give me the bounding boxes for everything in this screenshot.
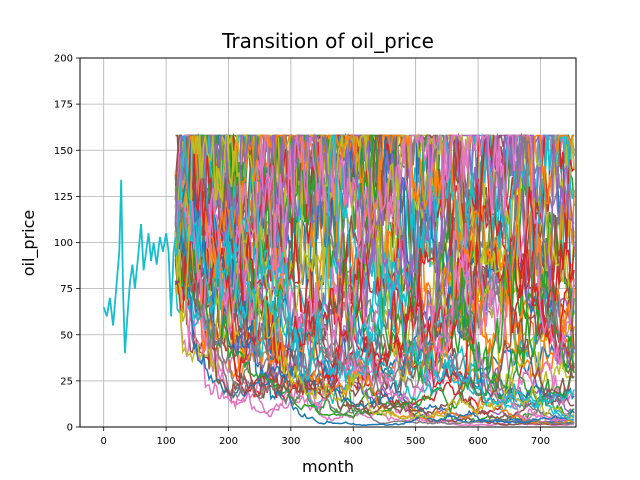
x-tick-label: 700: [531, 436, 550, 447]
simulation-line: [174, 235, 575, 416]
simulation-line: [174, 134, 575, 420]
simulation-line: [174, 134, 575, 425]
history-line: [102, 179, 177, 354]
simulation-line: [174, 132, 575, 366]
x-axis-label: month: [302, 457, 354, 476]
simulation-line: [174, 134, 575, 396]
x-tick-label: 300: [281, 436, 300, 447]
x-tick-label: 200: [219, 436, 238, 447]
y-tick-label: 175: [54, 100, 73, 111]
y-axis-label: oil_price: [19, 210, 39, 277]
y-tick-label: 125: [54, 192, 73, 203]
simulation-line: [174, 132, 575, 293]
simulation-line: [174, 134, 575, 425]
simulation-line: [174, 133, 575, 406]
x-tick-label: 100: [157, 436, 176, 447]
simulation-line: [174, 158, 575, 418]
axis-ticks: 0 100 200 300 400 500 600 700 0 25 50 75 100 125 150 17…: [54, 54, 550, 448]
simulation-line: [174, 134, 575, 426]
chart-title: Transition of oil_price: [221, 29, 434, 53]
y-tick-label: 100: [54, 238, 73, 249]
simulation-line: [174, 210, 575, 425]
simulation-line: [174, 134, 575, 421]
x-tick-label: 0: [101, 436, 107, 447]
simulation-line: [174, 134, 575, 297]
x-tick-label: 500: [406, 436, 425, 447]
x-tick-label: 600: [469, 436, 488, 447]
y-tick-label: 50: [60, 330, 73, 341]
y-tick-label: 200: [54, 54, 73, 65]
simulation-line: [174, 134, 575, 423]
y-tick-label: 0: [67, 423, 73, 434]
y-tick-label: 25: [60, 376, 73, 387]
x-tick-label: 400: [344, 436, 363, 447]
y-tick-label: 75: [60, 284, 73, 295]
y-tick-label: 150: [54, 146, 73, 157]
series-group: [102, 132, 575, 426]
